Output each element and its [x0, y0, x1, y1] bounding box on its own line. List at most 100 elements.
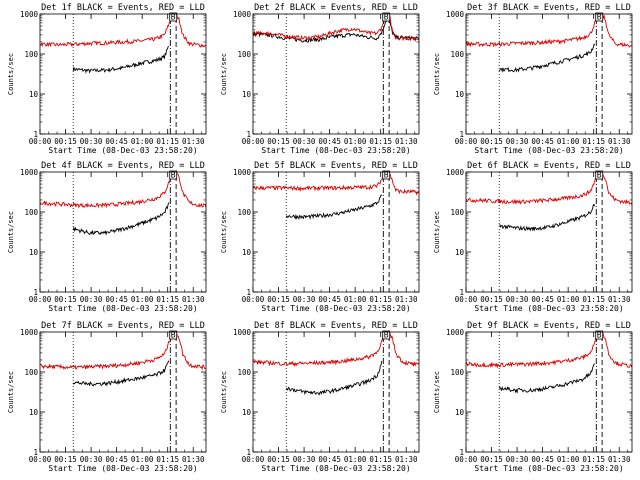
x-tick-label: 01:30 — [182, 137, 205, 146]
peak-marker-label: B — [597, 13, 602, 22]
peak-marker-label: B — [171, 171, 176, 180]
x-tick-label: 00:30 — [293, 455, 316, 464]
peak-marker-box — [382, 170, 391, 180]
peak-marker-box — [169, 330, 178, 340]
x-tick-label: 00:00 — [242, 295, 265, 304]
x-tick-label: 00:45 — [531, 295, 554, 304]
y-axis-label: Counts/sec — [433, 53, 441, 95]
series-line-events — [499, 203, 596, 232]
x-axis-label: Start Time (08-Dec-03 23:58:20) — [48, 464, 197, 473]
x-tick-label: 00:45 — [318, 295, 341, 304]
y-axis-label: Counts/sec — [7, 211, 15, 253]
x-tick-label: 00:00 — [29, 295, 52, 304]
x-tick-label: 00:15 — [267, 137, 290, 146]
x-tick-label: 00:15 — [480, 455, 503, 464]
y-tick-label: 1000 — [446, 10, 465, 19]
y-tick-label: 1 — [459, 448, 464, 457]
series-line-lld — [466, 172, 632, 206]
y-tick-label: 100 — [24, 208, 38, 217]
series-line-lld — [466, 332, 632, 369]
y-tick-label: 1 — [459, 130, 464, 139]
peak-marker-label: B — [597, 331, 602, 340]
series-line-events — [253, 18, 419, 43]
chart-title: Det 8f BLACK = Events, RED = LLD — [254, 321, 418, 331]
series-line-lld — [253, 332, 419, 368]
y-axis-label: Counts/sec — [220, 371, 228, 413]
x-tick-label: 01:15 — [156, 455, 179, 464]
series-line-lld — [253, 14, 419, 42]
y-tick-label: 10 — [455, 408, 465, 417]
x-tick-label: 01:00 — [557, 137, 580, 146]
y-tick-label: 10 — [29, 408, 39, 417]
peak-marker-box — [382, 330, 391, 340]
y-axis-label: Counts/sec — [433, 371, 441, 413]
peak-marker-label: B — [384, 331, 389, 340]
x-tick-label: 01:00 — [344, 295, 367, 304]
y-tick-label: 100 — [24, 368, 38, 377]
series-line-lld — [40, 14, 206, 48]
plot-frame — [465, 13, 633, 135]
peak-marker-box — [382, 12, 391, 22]
y-tick-label: 1 — [33, 130, 38, 139]
x-axis-label: Start Time (08-Dec-03 23:58:20) — [474, 464, 623, 473]
x-tick-label: 00:30 — [506, 137, 529, 146]
x-axis-label: Start Time (08-Dec-03 23:58:20) — [474, 146, 623, 155]
y-axis-label: Counts/sec — [220, 53, 228, 95]
chart-title: Det 3f BLACK = Events, RED = LLD — [467, 3, 631, 13]
x-tick-label: 01:30 — [395, 295, 418, 304]
y-tick-label: 1000 — [233, 168, 252, 177]
y-tick-label: 1 — [33, 288, 38, 297]
x-tick-label: 00:30 — [293, 295, 316, 304]
y-tick-label: 1000 — [233, 10, 252, 19]
x-tick-label: 01:00 — [557, 455, 580, 464]
y-tick-label: 10 — [242, 408, 252, 417]
y-tick-label: 10 — [29, 90, 39, 99]
y-tick-label: 1000 — [20, 168, 39, 177]
chart-title: Det 9f BLACK = Events, RED = LLD — [467, 321, 631, 331]
x-tick-label: 01:30 — [395, 137, 418, 146]
x-tick-label: 01:00 — [131, 455, 154, 464]
x-tick-label: 00:45 — [531, 137, 554, 146]
y-tick-label: 100 — [237, 368, 251, 377]
chart-title: Det 2f BLACK = Events, RED = LLD — [254, 3, 418, 13]
series-line-events — [498, 43, 596, 73]
plot-frame — [465, 171, 633, 293]
x-tick-label: 00:30 — [293, 137, 316, 146]
series-line-lld — [40, 332, 206, 371]
y-axis-label: Counts/sec — [220, 211, 228, 253]
series-line-lld — [253, 172, 419, 196]
peak-marker-label: B — [384, 171, 389, 180]
y-tick-label: 10 — [455, 248, 465, 257]
x-tick-label: 00:30 — [80, 295, 103, 304]
plot-frame — [252, 13, 420, 135]
x-tick-label: 00:15 — [480, 295, 503, 304]
x-tick-label: 00:45 — [531, 455, 554, 464]
y-tick-label: 1 — [459, 288, 464, 297]
x-tick-label: 00:00 — [29, 137, 52, 146]
y-tick-label: 1000 — [446, 328, 465, 337]
y-tick-label: 1 — [246, 130, 251, 139]
x-tick-label: 01:00 — [131, 295, 154, 304]
x-tick-label: 00:15 — [267, 455, 290, 464]
series-line-events — [285, 360, 383, 396]
plot-frame — [39, 171, 207, 293]
x-tick-label: 00:45 — [105, 455, 128, 464]
y-tick-label: 1000 — [446, 168, 465, 177]
y-tick-label: 1000 — [233, 328, 252, 337]
x-axis-label: Start Time (08-Dec-03 23:58:20) — [261, 146, 410, 155]
x-tick-label: 01:00 — [344, 137, 367, 146]
x-tick-label: 01:15 — [369, 295, 392, 304]
x-tick-label: 01:30 — [608, 455, 631, 464]
x-tick-label: 01:30 — [608, 295, 631, 304]
y-tick-label: 10 — [242, 90, 252, 99]
x-tick-label: 00:15 — [54, 455, 77, 464]
x-axis-label: Start Time (08-Dec-03 23:58:20) — [48, 304, 197, 313]
peak-marker-label: B — [171, 13, 176, 22]
x-tick-label: 00:15 — [54, 295, 77, 304]
